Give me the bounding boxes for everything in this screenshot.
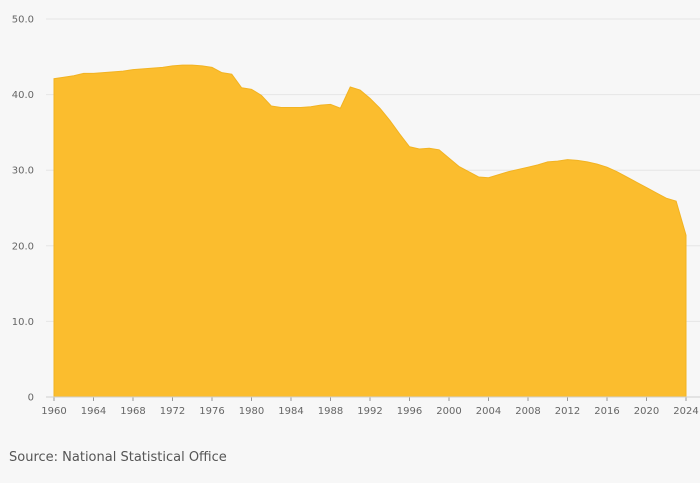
x-tick-label: 2000 <box>436 406 461 417</box>
x-tick-label: 1984 <box>278 406 303 417</box>
y-tick-label: 20.0 <box>12 241 34 252</box>
x-tick-label: 1968 <box>120 406 145 417</box>
x-tick-label: 1976 <box>199 406 224 417</box>
x-tick-label: 2016 <box>594 406 619 417</box>
y-tick-label: 30.0 <box>12 166 34 177</box>
x-axis-ticks: 1960 1964 1968 1972 1976 1980 1984 1988 1992 1996… <box>41 396 700 417</box>
x-tick-label: 1996 <box>397 406 422 417</box>
x-tick-label: 1960 <box>41 406 66 417</box>
x-tick-label: 2024 <box>673 406 698 417</box>
source-note: Source: National Statistical Office <box>9 450 227 465</box>
x-tick-label: 1988 <box>318 406 343 417</box>
x-tick-label: 1980 <box>239 406 264 417</box>
y-axis-ticks: 0 10.0 20.0 30.0 40.0 50.0 <box>12 15 34 404</box>
x-tick-label: 2012 <box>555 406 580 417</box>
x-tick-label: 1972 <box>160 406 185 417</box>
x-tick-label: 1992 <box>357 406 382 417</box>
x-tick-label: 2004 <box>476 406 501 417</box>
y-tick-label: 0 <box>28 393 34 404</box>
x-tick-label: 2008 <box>515 406 540 417</box>
y-tick-label: 40.0 <box>12 90 34 101</box>
x-tick-label: 2020 <box>634 406 659 417</box>
area-series <box>53 64 687 398</box>
area-series-fill <box>53 64 687 398</box>
y-tick-label: 10.0 <box>12 317 34 328</box>
x-tick-label: 1964 <box>81 406 106 417</box>
y-tick-label: 50.0 <box>12 15 34 26</box>
